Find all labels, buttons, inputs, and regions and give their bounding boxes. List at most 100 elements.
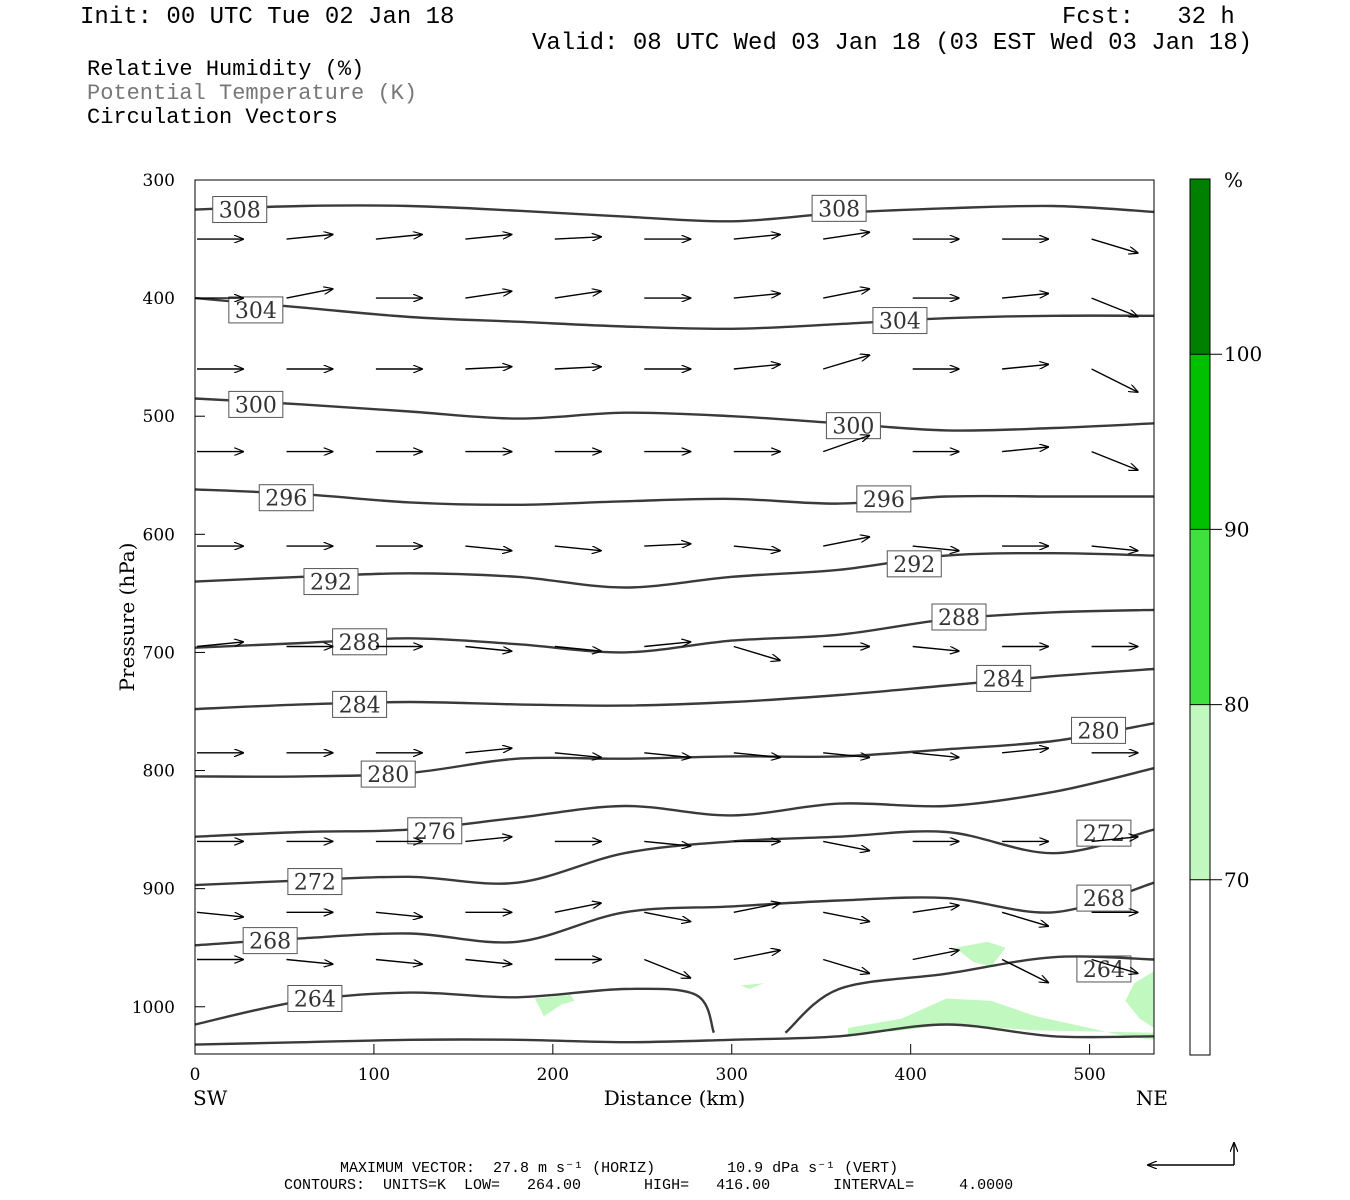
theta-label-box xyxy=(931,603,987,631)
theta-label-292: 292 xyxy=(893,553,935,578)
theta-contour-300 xyxy=(194,397,1155,432)
max-vector-note: MAXIMUM VECTOR: 27.8 m s⁻¹ (HORIZ) 10.9 … xyxy=(340,1160,899,1177)
wind-vector xyxy=(733,903,780,913)
theta-label-284: 284 xyxy=(339,693,381,718)
theta-label-box xyxy=(856,485,912,513)
theta-label-272: 272 xyxy=(1083,822,1125,847)
theta-label-box xyxy=(212,196,268,224)
wind-vector xyxy=(912,752,959,758)
wind-vector xyxy=(375,958,422,965)
rh-shade-area-2 xyxy=(848,998,1154,1040)
x-tick-label: 100 xyxy=(358,1065,390,1085)
wind-vector xyxy=(196,911,243,917)
theta-label-280: 280 xyxy=(1078,719,1120,744)
wind-vector xyxy=(554,645,601,652)
colorbar-segment xyxy=(1190,529,1210,705)
wind-vector xyxy=(733,752,780,758)
rh-shade-area-0 xyxy=(955,941,1006,967)
valid-time: Valid: 08 UTC Wed 03 Jan 18 (03 EST Wed … xyxy=(532,30,1253,57)
rh-shading-layer xyxy=(534,941,1154,1040)
wind-vector xyxy=(822,436,869,453)
colorbar: 100 90 80 70% xyxy=(1189,168,1262,1056)
y-tick-label: 800 xyxy=(143,762,175,782)
theta-label-box xyxy=(872,307,928,335)
rh-shade-area-4 xyxy=(740,983,764,989)
plot-frame xyxy=(194,179,1155,1055)
wind-vector xyxy=(1001,958,1048,983)
wind-vector xyxy=(733,645,780,661)
wind-vector xyxy=(823,232,869,240)
wind-vector xyxy=(822,355,869,370)
wind-vector xyxy=(286,958,333,965)
rh-shade-area-1 xyxy=(534,994,575,1017)
theta-label-box xyxy=(303,568,359,596)
colorbar-level-label: 90 xyxy=(1224,517,1249,541)
theta-label-296: 296 xyxy=(265,487,307,512)
theta-label-308: 308 xyxy=(818,197,860,222)
theta-contour-276 xyxy=(194,767,1155,838)
theta-contour-272 xyxy=(194,828,1155,887)
y-tick-label: 600 xyxy=(143,525,175,545)
colorbar-segment xyxy=(1190,179,1210,355)
wind-vector xyxy=(554,367,601,369)
wind-vector xyxy=(465,235,511,240)
wind-vector xyxy=(823,752,869,758)
theta-label-288: 288 xyxy=(938,606,980,631)
x-axis-label: Distance (km) xyxy=(604,1086,746,1110)
wind-vector xyxy=(1091,958,1138,974)
theta-label-box xyxy=(242,927,298,955)
contour-note: CONTOURS: UNITS=K LOW= 264.00 HIGH= 416.… xyxy=(284,1177,1014,1194)
wind-vector xyxy=(1091,238,1138,253)
wind-vector xyxy=(644,752,690,758)
y-tick-label: 900 xyxy=(143,880,175,900)
wind-vector xyxy=(733,294,780,299)
wind-vector xyxy=(1002,447,1048,453)
theta-contour-280 xyxy=(194,722,1155,778)
theta-contour-308 xyxy=(194,204,1155,223)
wind-vector xyxy=(286,289,333,299)
wind-vector xyxy=(465,837,511,843)
colorbar-level-label: 80 xyxy=(1224,693,1249,717)
theta-label-box xyxy=(332,628,388,656)
wind-vector xyxy=(554,291,601,299)
forecast-hour: Fcst: 32 h xyxy=(1062,4,1235,31)
wind-vector-layer xyxy=(196,232,1138,983)
wind-vector xyxy=(733,235,780,240)
theta-label-box xyxy=(287,868,343,896)
wind-vector xyxy=(823,289,869,299)
theta-label-304: 304 xyxy=(879,310,921,335)
theta-label-box xyxy=(1071,716,1127,744)
wind-vector xyxy=(554,903,601,913)
wind-vector xyxy=(375,235,422,240)
wind-vector xyxy=(1002,748,1048,754)
wind-vector xyxy=(644,544,690,546)
wind-vector xyxy=(465,958,511,965)
wind-vector xyxy=(912,905,959,913)
wind-vector xyxy=(823,840,869,850)
theta-label-292: 292 xyxy=(310,571,352,596)
y-tick-label: 700 xyxy=(143,643,175,663)
wind-vector xyxy=(823,537,869,547)
theta-label-box xyxy=(1076,884,1132,912)
wind-vector xyxy=(733,364,780,370)
theta-label-box xyxy=(976,664,1032,692)
theta-label-box xyxy=(1076,819,1132,847)
theta-contour-264 xyxy=(194,1023,1155,1046)
x-right-direction-label: NE xyxy=(1136,1086,1168,1110)
wind-vector xyxy=(554,545,601,551)
theta-label-box xyxy=(332,690,388,718)
wind-vector xyxy=(912,645,959,652)
theta-label-box xyxy=(811,194,867,222)
rh-shade-area-3 xyxy=(1125,971,1154,1028)
theta-label-box xyxy=(258,484,314,512)
colorbar-segment xyxy=(1190,704,1210,880)
colorbar-level-label: 100 xyxy=(1224,342,1262,366)
wind-vector xyxy=(196,642,243,648)
wind-vector xyxy=(1002,294,1048,299)
y-tick-label: 400 xyxy=(143,289,175,309)
y-axis-label: Pressure (hPa) xyxy=(115,543,139,692)
colorbar-level-label: 70 xyxy=(1224,868,1249,892)
wind-vector xyxy=(554,752,601,758)
x-tick-label: 300 xyxy=(716,1065,748,1085)
